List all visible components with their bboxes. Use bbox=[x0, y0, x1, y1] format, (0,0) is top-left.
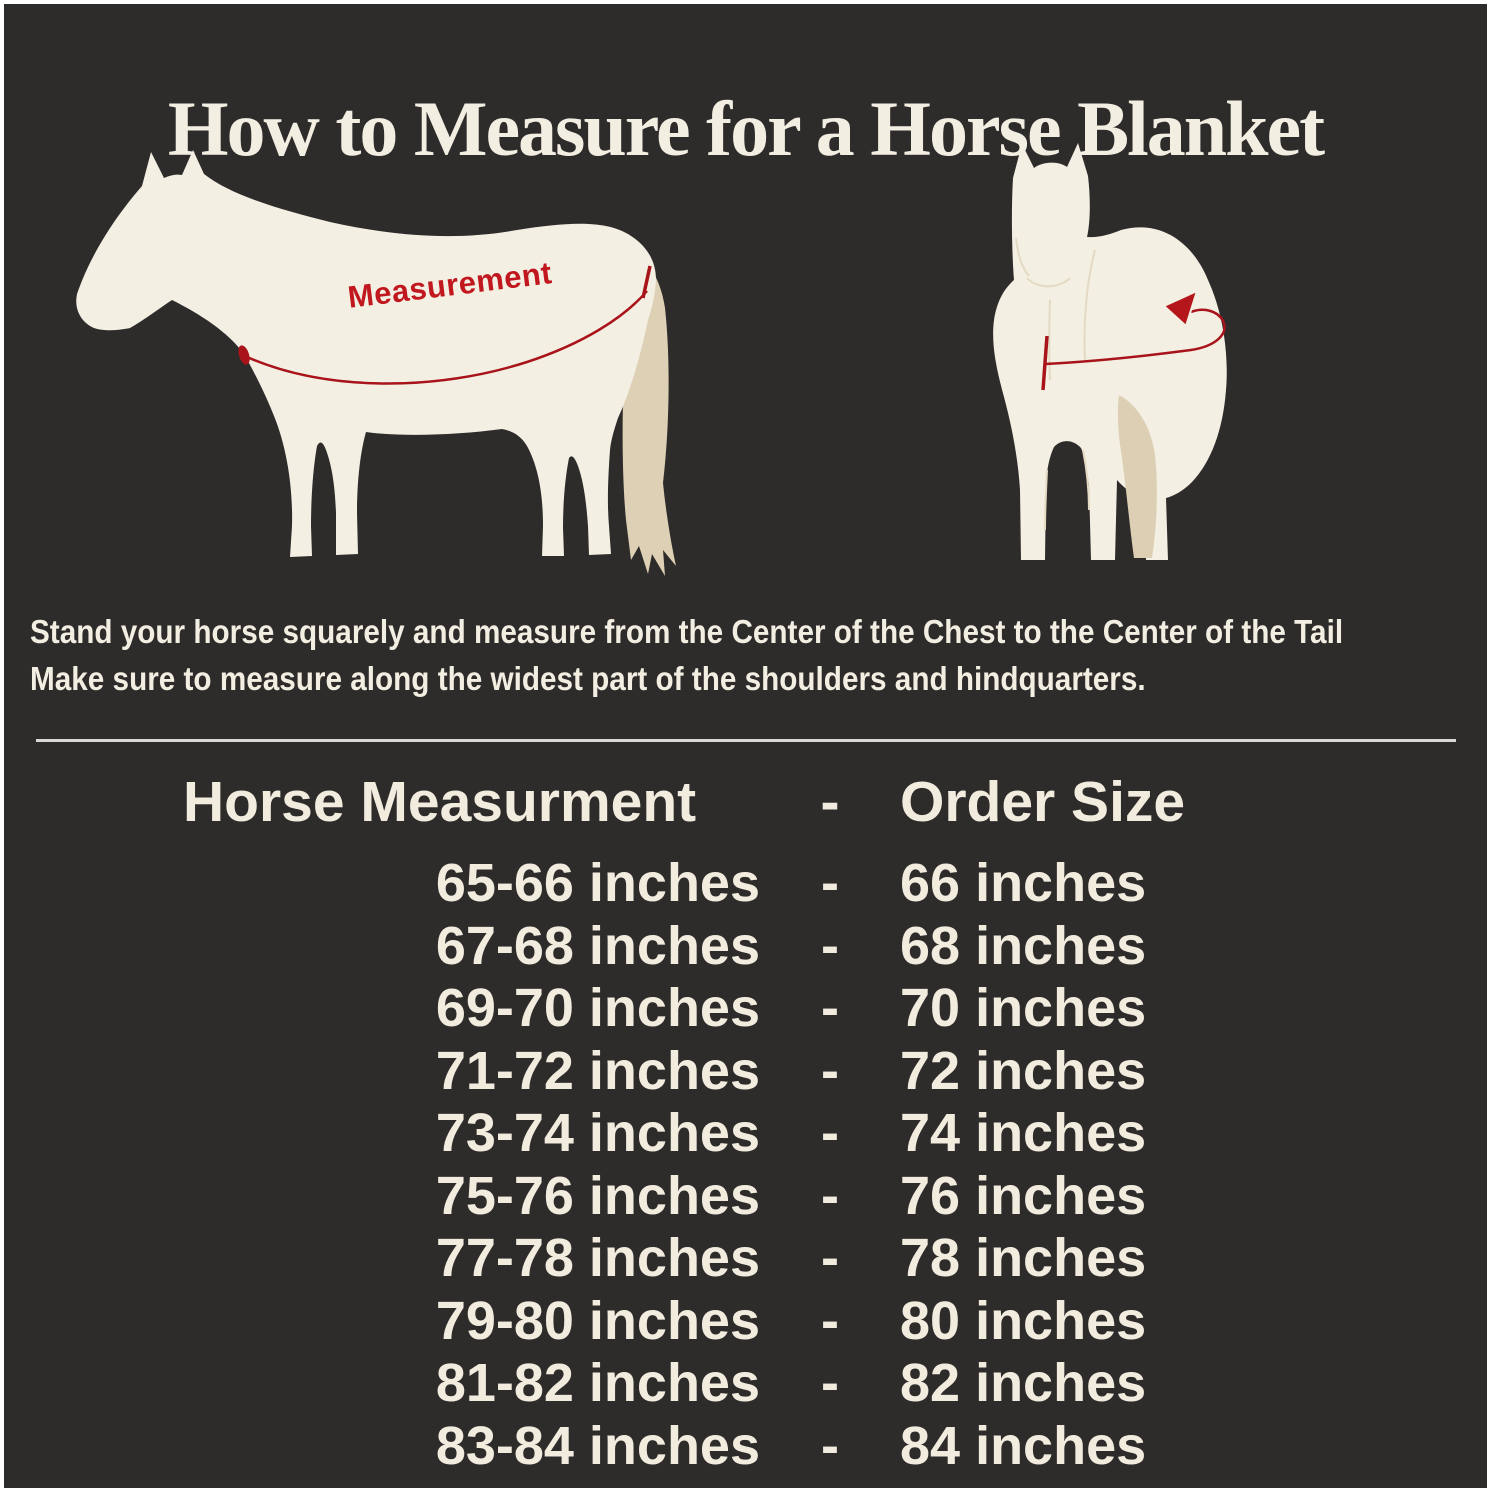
separator-cell: - bbox=[821, 1040, 839, 1101]
girth-arrowhead-icon bbox=[1162, 289, 1199, 328]
order-size-cell: 80 inches bbox=[900, 1290, 1147, 1351]
side-view-horse-icon bbox=[76, 150, 676, 576]
separator-cell: - bbox=[821, 853, 839, 914]
measurement-start-tick bbox=[238, 345, 250, 365]
horse-rear-leg-shading bbox=[1117, 395, 1157, 558]
horse-contour-lines bbox=[1015, 237, 1096, 531]
size-row: 79-80 inches - 80 inches bbox=[175, 1290, 1315, 1353]
order-size-cell: 78 inches bbox=[900, 1228, 1147, 1289]
horse-measurement-cell: 73-74 inches bbox=[435, 1103, 760, 1164]
horse-body bbox=[993, 143, 1227, 560]
horse-measurement-cell: 79-80 inches bbox=[435, 1290, 760, 1351]
infographic-panel: How to Measure for a Horse Blanket Measu bbox=[4, 4, 1487, 1488]
front-view-horse-icon bbox=[993, 143, 1227, 560]
horse-measurement-cell: 83-84 inches bbox=[435, 1415, 760, 1476]
order-size-cell: 82 inches bbox=[900, 1353, 1147, 1414]
divider-line bbox=[36, 739, 1456, 742]
horse-measurement-cell: 69-70 inches bbox=[435, 978, 760, 1039]
page-title: How to Measure for a Horse Blanket bbox=[167, 85, 1325, 173]
horse-measurement-cell: 67-68 inches bbox=[435, 915, 760, 976]
size-row: 71-72 inches - 72 inches bbox=[175, 1040, 1315, 1103]
order-size-cell: 66 inches bbox=[900, 853, 1147, 914]
size-row: 65-66 inches - 66 inches bbox=[175, 852, 1315, 915]
instructions-text: Stand your horse squarely and measure fr… bbox=[30, 608, 1480, 702]
measurement-end-tick bbox=[641, 265, 652, 299]
order-size-cell: 74 inches bbox=[900, 1103, 1147, 1164]
size-row: 67-68 inches - 68 inches bbox=[175, 915, 1315, 978]
horse-body bbox=[76, 150, 656, 557]
size-row: 73-74 inches - 74 inches bbox=[175, 1102, 1315, 1165]
order-size-cell: 76 inches bbox=[900, 1165, 1147, 1226]
instructions-line-2: Make sure to measure along the widest pa… bbox=[30, 660, 1146, 697]
size-row: 83-84 inches - 84 inches bbox=[175, 1415, 1315, 1478]
horse-measurement-cell: 65-66 inches bbox=[435, 853, 760, 914]
separator-cell: - bbox=[821, 1103, 839, 1164]
horse-measurement-cell: 81-82 inches bbox=[435, 1353, 760, 1414]
measurement-line bbox=[246, 290, 648, 385]
size-row: 75-76 inches - 76 inches bbox=[175, 1165, 1315, 1228]
separator-cell: - bbox=[821, 1290, 839, 1351]
separator-cell: - bbox=[821, 1228, 839, 1289]
size-row: 81-82 inches - 82 inches bbox=[175, 1352, 1315, 1415]
separator-cell: - bbox=[821, 978, 839, 1039]
girth-line bbox=[1044, 308, 1226, 366]
order-size-cell: 84 inches bbox=[900, 1415, 1147, 1476]
bottom-border bbox=[0, 1492, 1491, 1500]
header-horse-measurement: Horse Measurment bbox=[183, 770, 697, 834]
size-row: 77-78 inches - 78 inches bbox=[175, 1227, 1315, 1290]
order-size-cell: 68 inches bbox=[900, 915, 1147, 976]
separator-cell: - bbox=[821, 915, 839, 976]
horse-measurement-cell: 71-72 inches bbox=[435, 1040, 760, 1101]
separator-cell: - bbox=[821, 1353, 839, 1414]
separator-cell: - bbox=[821, 1415, 839, 1476]
size-row: 69-70 inches - 70 inches bbox=[175, 977, 1315, 1040]
header-separator: - bbox=[820, 770, 840, 834]
separator-cell: - bbox=[821, 1165, 839, 1226]
horse-measurement-cell: 77-78 inches bbox=[435, 1228, 760, 1289]
order-size-cell: 70 inches bbox=[900, 978, 1147, 1039]
instructions-line-1: Stand your horse squarely and measure fr… bbox=[30, 613, 1344, 650]
header-order-size: Order Size bbox=[900, 770, 1186, 834]
size-table-header: Horse Measurment - Order Size bbox=[175, 752, 1315, 852]
size-table: Horse Measurment - Order Size 65-66 inch… bbox=[175, 752, 1315, 1477]
order-size-cell: 72 inches bbox=[900, 1040, 1147, 1101]
horse-measurement-cell: 75-76 inches bbox=[435, 1165, 760, 1226]
